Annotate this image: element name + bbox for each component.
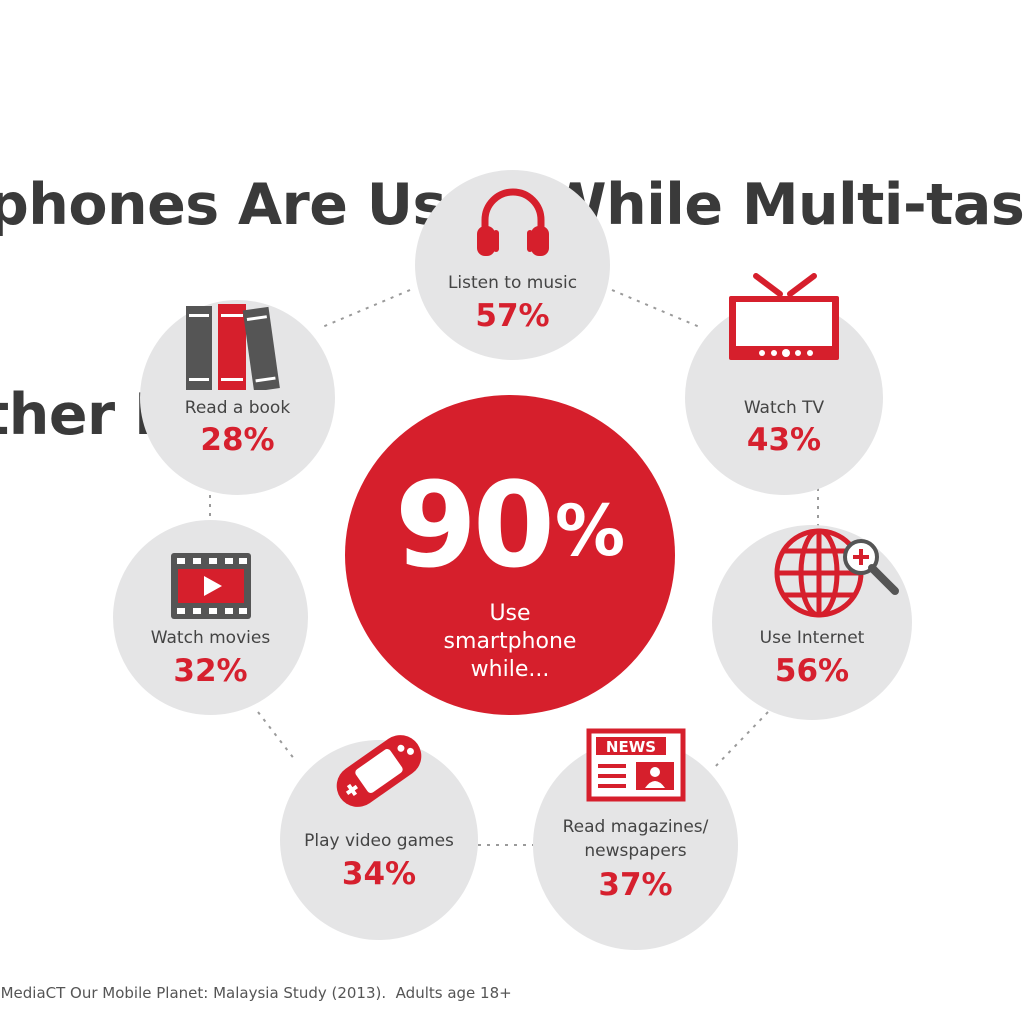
bubble-label: Watch movies bbox=[150, 628, 271, 648]
bubble-use-internet: Use Internet 56% bbox=[712, 525, 912, 720]
bubble-percentage: 32% bbox=[173, 653, 248, 689]
tv-icon bbox=[729, 273, 839, 360]
bubble-play-video-games: Play video games 34% bbox=[280, 735, 478, 940]
film-icon bbox=[170, 553, 251, 619]
center-unit: % bbox=[555, 490, 626, 572]
bubble-percentage: 28% bbox=[200, 422, 275, 458]
center-number: 90 bbox=[394, 456, 555, 594]
center-caption-line-3: while... bbox=[470, 657, 550, 682]
bubble-label: Listen to music bbox=[447, 273, 578, 293]
source-note: s MediaCT Our Mobile Planet: Malaysia St… bbox=[0, 984, 512, 1002]
bubble-percentage: 43% bbox=[746, 422, 822, 458]
bubble-read-magazines: NEWS Read magazines/ newspapers 37% bbox=[533, 728, 738, 950]
bubble-watch-tv: Watch TV 43% bbox=[685, 273, 883, 495]
news-icon-text: NEWS bbox=[605, 738, 655, 756]
center-caption-line-1: Use bbox=[489, 601, 531, 626]
center-caption-line-2: smartphone bbox=[443, 629, 577, 654]
bubble-listen-to-music: Listen to music 57% bbox=[415, 170, 610, 360]
bubble-label-line-2: newspapers bbox=[584, 841, 687, 861]
game-controller-icon bbox=[336, 735, 422, 807]
headphones-icon bbox=[476, 188, 549, 256]
bubble-label: Play video games bbox=[304, 831, 454, 851]
bubble-label: Use Internet bbox=[759, 628, 865, 648]
bubble-percentage: 34% bbox=[341, 856, 417, 892]
bubble-label: Read a book bbox=[184, 398, 291, 418]
bubble-percentage: 56% bbox=[774, 653, 850, 689]
books-icon bbox=[185, 304, 280, 390]
bubble-label: Read magazines/ bbox=[562, 817, 709, 837]
newspaper-icon: NEWS bbox=[586, 728, 685, 802]
title-line-1: phones Are Used While Multi-tas bbox=[0, 172, 1024, 238]
bubble-percentage: 37% bbox=[598, 867, 673, 903]
bubble-percentage: 57% bbox=[475, 298, 550, 334]
bubble-watch-movies: Watch movies 32% bbox=[113, 520, 308, 715]
center-value: 90% bbox=[345, 465, 675, 585]
bubble-read-a-book: Read a book 28% bbox=[140, 300, 335, 495]
center-caption: Use smartphone while... bbox=[345, 600, 675, 684]
center-circle: 90% Use smartphone while... bbox=[345, 395, 675, 715]
globe-search-icon bbox=[774, 528, 899, 618]
bubble-label: Watch TV bbox=[743, 398, 825, 418]
